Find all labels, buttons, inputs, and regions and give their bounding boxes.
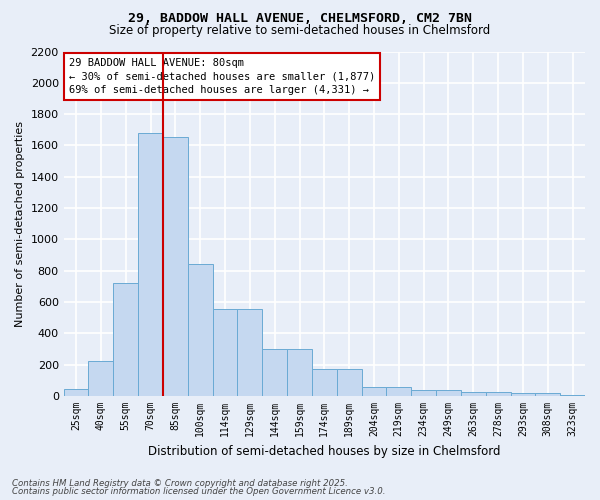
Text: Size of property relative to semi-detached houses in Chelmsford: Size of property relative to semi-detach… [109, 24, 491, 37]
Text: 29, BADDOW HALL AVENUE, CHELMSFORD, CM2 7BN: 29, BADDOW HALL AVENUE, CHELMSFORD, CM2 … [128, 12, 472, 26]
Text: 29 BADDOW HALL AVENUE: 80sqm
← 30% of semi-detached houses are smaller (1,877)
6: 29 BADDOW HALL AVENUE: 80sqm ← 30% of se… [69, 58, 375, 95]
Bar [287, 349, 312, 396]
Bar [238, 309, 262, 396]
Bar [138, 133, 163, 396]
Bar [212, 309, 238, 396]
Bar [485, 392, 511, 396]
Bar [88, 361, 113, 396]
Bar [560, 395, 585, 396]
Bar [113, 282, 138, 396]
Bar [535, 393, 560, 396]
Bar [262, 349, 287, 396]
Bar [386, 386, 411, 396]
Bar [362, 386, 386, 396]
X-axis label: Distribution of semi-detached houses by size in Chelmsford: Distribution of semi-detached houses by … [148, 444, 500, 458]
Bar [312, 368, 337, 396]
Bar [436, 390, 461, 396]
Text: Contains public sector information licensed under the Open Government Licence v3: Contains public sector information licen… [12, 487, 386, 496]
Bar [163, 137, 188, 396]
Bar [188, 264, 212, 396]
Y-axis label: Number of semi-detached properties: Number of semi-detached properties [15, 121, 25, 327]
Bar [64, 389, 88, 396]
Bar [411, 390, 436, 396]
Bar [461, 392, 485, 396]
Text: Contains HM Land Registry data © Crown copyright and database right 2025.: Contains HM Land Registry data © Crown c… [12, 478, 348, 488]
Bar [337, 368, 362, 396]
Bar [511, 393, 535, 396]
